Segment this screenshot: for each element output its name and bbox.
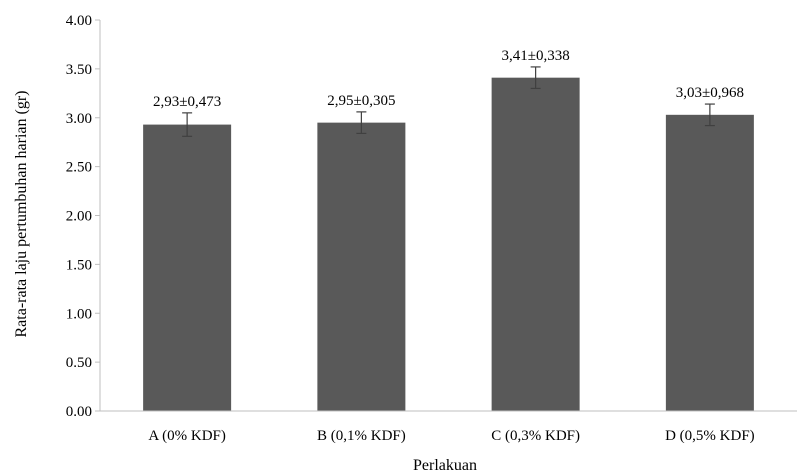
- x-axis-category-labels: A (0% KDF) B (0,1% KDF) C (0,3% KDF) D (0,5…: [148, 428, 754, 444]
- axes: [99, 20, 797, 412]
- data-label: 3,03±0,968: [676, 85, 744, 101]
- error-bar: [182, 112, 193, 137]
- bar: [665, 114, 754, 411]
- y-axis-title: Rata-rata laju pertumbuhan harian (gr): [13, 91, 30, 338]
- x-category-label: A (0% KDF): [148, 428, 226, 444]
- y-tick-label: 0.50: [66, 355, 92, 371]
- x-category-label: D (0,5% KDF): [665, 428, 755, 444]
- error-bar: [356, 111, 367, 134]
- bar: [491, 77, 580, 412]
- data-label: 3,41±0,338: [502, 48, 570, 64]
- bar: [317, 122, 406, 411]
- y-tick-label: 1.50: [66, 257, 92, 273]
- y-tick-label: 1.00: [66, 306, 92, 322]
- y-tick-label: 0.00: [66, 404, 92, 420]
- bar: [143, 124, 232, 411]
- x-category-label: B (0,1% KDF): [317, 428, 406, 444]
- data-label: 2,95±0,305: [327, 93, 395, 109]
- error-bar: [530, 66, 541, 90]
- bars: 2,93±0,473 2,95±0,305 3,41±0,338 3,03±0,968: [143, 48, 754, 412]
- y-tick-label: 3.00: [66, 111, 92, 127]
- data-label: 2,93±0,473: [153, 94, 221, 110]
- error-bar: [704, 103, 715, 127]
- x-axis-title: Perlakuan: [413, 457, 477, 474]
- y-tick-label: 4.00: [66, 13, 92, 29]
- y-tick-label: 2.50: [66, 160, 92, 176]
- y-tick-label: 2.00: [66, 209, 92, 225]
- y-tick-label: 3.50: [66, 62, 92, 78]
- y-axis-ticks: 0.00 0.50 1.00 1.50 2.00 2.50 3.00 3.50 4.00: [66, 13, 100, 420]
- x-category-label: C (0,3% KDF): [491, 428, 580, 444]
